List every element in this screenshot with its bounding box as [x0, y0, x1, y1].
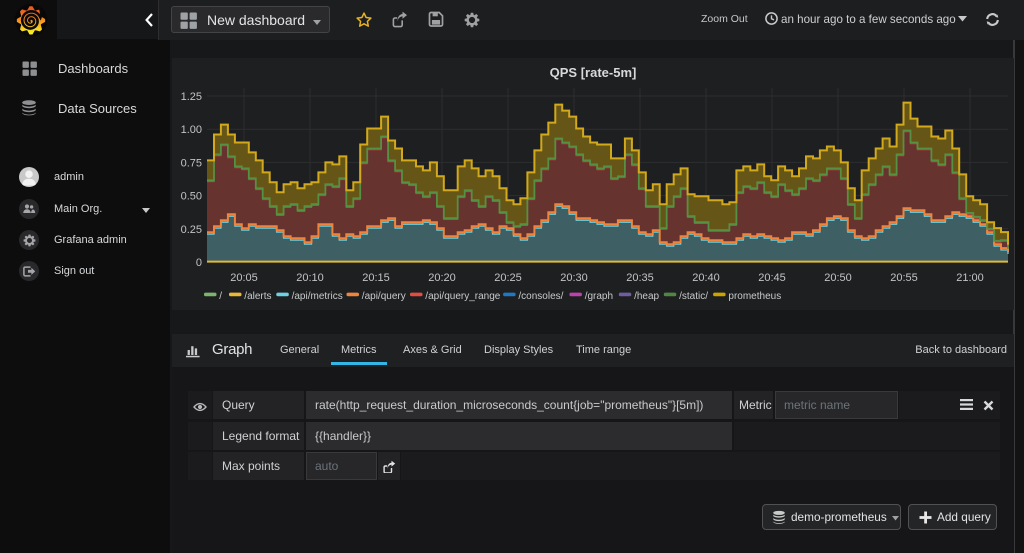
- svg-text:/api/query: /api/query: [362, 291, 406, 302]
- svg-text:1.00: 1.00: [181, 124, 202, 136]
- svg-text:20:35: 20:35: [626, 272, 654, 284]
- svg-text:20:40: 20:40: [692, 272, 720, 284]
- svg-text:20:20: 20:20: [428, 272, 456, 284]
- svg-text:0.25: 0.25: [181, 224, 202, 236]
- svg-text:0.50: 0.50: [181, 191, 202, 203]
- svg-text:20:45: 20:45: [758, 272, 786, 284]
- svg-text:/heap: /heap: [634, 291, 659, 302]
- svg-text:/api/query_range: /api/query_range: [425, 291, 500, 302]
- svg-text:20:05: 20:05: [230, 272, 258, 284]
- svg-text:/graph: /graph: [585, 291, 613, 302]
- svg-text:/api/metrics: /api/metrics: [292, 291, 343, 302]
- svg-text:0: 0: [196, 257, 202, 269]
- svg-text:/static/: /static/: [679, 291, 708, 302]
- svg-text:/alerts: /alerts: [244, 291, 271, 302]
- svg-text:1.25: 1.25: [181, 91, 202, 103]
- svg-text:20:55: 20:55: [890, 272, 918, 284]
- svg-text:20:25: 20:25: [494, 272, 522, 284]
- svg-text:20:10: 20:10: [296, 272, 324, 284]
- svg-text:QPS [rate-5m]: QPS [rate-5m]: [550, 65, 637, 80]
- svg-text:0.75: 0.75: [181, 157, 202, 169]
- svg-text:20:15: 20:15: [362, 272, 390, 284]
- svg-text:prometheus: prometheus: [728, 291, 781, 302]
- svg-text:/: /: [219, 291, 222, 302]
- svg-text:20:30: 20:30: [560, 272, 588, 284]
- svg-text:20:50: 20:50: [824, 272, 852, 284]
- svg-text:/consoles/: /consoles/: [518, 291, 563, 302]
- svg-text:21:00: 21:00: [956, 272, 984, 284]
